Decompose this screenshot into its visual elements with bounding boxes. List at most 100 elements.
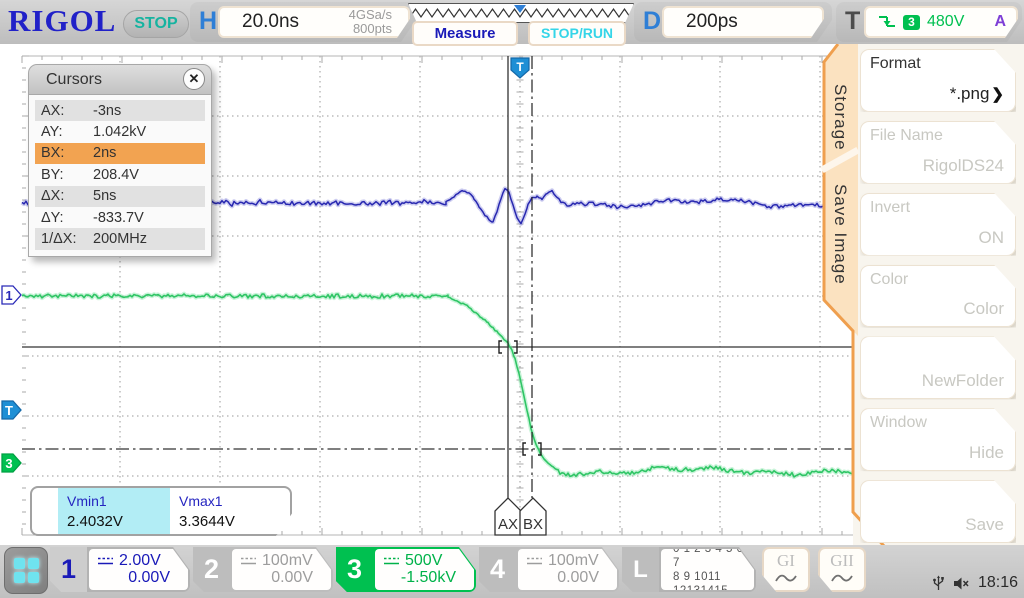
coupling-dc-icon (526, 556, 543, 566)
menu-item-value: Hide (969, 443, 1004, 463)
acquisition-info: 4GSa/s 800pts (348, 7, 392, 36)
channel-offset-value: -1.50kV (400, 569, 456, 586)
menu-item-label: Window (870, 414, 927, 432)
channel-number: 3 (336, 547, 373, 592)
measurement-label: Vmin1 (67, 493, 107, 509)
menu-item-value-text: *.png (949, 83, 990, 103)
cursor-readout-value: 1.042kV (93, 124, 147, 141)
measurement-item[interactable]: Vmin1 2.4032V (58, 488, 170, 534)
cursors-readout-list: AX: -3ns AY: 1.042kV BX: 2ns BY: 208.4V ΔX: 5ns ΔY… (28, 94, 212, 257)
channel-scale-value: 500V (405, 552, 443, 569)
channel-tab-4[interactable]: 4 100mV 0.00V (479, 547, 619, 592)
menu-item--png[interactable]: Format *.png ❯ (860, 49, 1016, 112)
trigger-level-value: 480V (927, 13, 965, 30)
measurement-label: Vmax1 (179, 493, 223, 509)
menu-item-newfolder[interactable]: NewFolder (860, 336, 1016, 399)
t-label: T (845, 7, 861, 35)
h-label: H (199, 7, 218, 35)
menu-item-value-text: ON (978, 227, 1004, 247)
cursors-panel-titlebar[interactable]: Cursors ✕ (28, 64, 212, 94)
menu-item-save[interactable]: Save (860, 480, 1016, 543)
tab-save-image[interactable]: Save Image (831, 184, 850, 285)
level-marker-3 (1, 453, 22, 473)
cursor-bx-label: BX (523, 516, 543, 533)
channel-tab-1[interactable]: 1 2.00V 0.00V (50, 547, 190, 592)
cursor-readout-label: 1/ΔX: (41, 231, 77, 248)
d-label: D (643, 7, 662, 35)
stop-run-button[interactable]: STOP/RUN (528, 21, 626, 46)
menu-item-rigolds24[interactable]: File Name RigolDS24 (860, 121, 1016, 184)
cursor-intersection-bracket (498, 340, 518, 354)
measurement-value: 2.4032V (67, 513, 123, 530)
bottom-channel-bar: 1 2.00V 0.00V 2 100mV 0.00V 3 500V -1.50kV 4 100mV… (0, 545, 1024, 598)
menu-item-hide[interactable]: Window Hide (860, 408, 1016, 471)
level-marker-1 (1, 285, 22, 305)
channel-offset-value: 0.00V (128, 569, 170, 586)
menu-grid-button[interactable] (4, 547, 48, 594)
channel-tab-3[interactable]: 3 500V -1.50kV (336, 547, 476, 592)
rigol-logo: RIGOL (8, 3, 117, 38)
menu-item-value: Color (963, 299, 1004, 319)
menu-item-value-text: Hide (969, 443, 1004, 463)
tab-storage[interactable]: Storage (831, 84, 850, 151)
coupling-dc-icon (383, 556, 400, 566)
generator-button-1[interactable]: GI (762, 547, 810, 592)
horizontal-timebase-group[interactable]: H 20.0ns 4GSa/s 800pts (190, 2, 416, 42)
channel-scale-value: 100mV (262, 552, 313, 569)
falling-edge-icon (878, 14, 896, 30)
generator-label: GI (777, 551, 795, 570)
cursor-intersection-bracket (522, 442, 542, 456)
cursor-readout-value: 2ns (93, 145, 117, 162)
top-status-bar: RIGOL STOP H 20.0ns 4GSa/s 800pts Measure… (0, 0, 1024, 46)
menu-grid-icon (13, 558, 39, 583)
menu-item-value: Save (965, 515, 1004, 535)
trigger-group[interactable]: T 3 480V A (836, 2, 1022, 42)
level-marker-label-1: 1 (5, 288, 12, 303)
channel-scale: 100mV (526, 552, 599, 570)
cursor-readout-label: ΔX: (41, 188, 65, 205)
channel-info-box: 100mV 0.00V (518, 549, 617, 590)
channel-info-box: 2.00V 0.00V (89, 549, 188, 590)
cursor-readout-value: -833.7V (93, 209, 144, 226)
measurement-value: 3.3644V (179, 513, 235, 530)
close-icon[interactable]: ✕ (183, 68, 205, 90)
delay-group[interactable]: D 200ps (634, 2, 832, 42)
cursor-ax-marker (494, 497, 522, 536)
coupling-dc-icon (97, 556, 114, 566)
cursor-readout-row: BY: 208.4V (35, 164, 205, 185)
clock: 18:16 (977, 574, 1018, 591)
cursor-readout-row: ΔX: 5ns (35, 185, 205, 207)
cursors-panel: Cursors ✕ AX: -3ns AY: 1.042kV BX: 2ns BY: 208.… (28, 64, 212, 257)
speaker-muted-icon (953, 577, 969, 589)
channel-scale: 2.00V (97, 552, 161, 570)
menu-item-value: ON (979, 228, 1005, 248)
menu-item-label: Format (870, 55, 921, 72)
cursor-ax-label: AX (498, 516, 518, 533)
measurement-item[interactable]: Vmax1 3.3644V (170, 488, 282, 534)
channel-info-box: 100mV 0.00V (232, 549, 331, 590)
menu-item-color[interactable]: Color Color (860, 265, 1016, 328)
channel-tab-2[interactable]: 2 100mV 0.00V (193, 547, 333, 592)
trigger-box: 3 480V A (864, 6, 1018, 38)
level-marker-T (1, 400, 22, 420)
generator-button-2[interactable]: GII (818, 547, 866, 592)
menu-item-value-text: RigolDS24 (922, 155, 1004, 175)
menu-item-value-text: Color (963, 299, 1004, 319)
measure-button[interactable]: Measure (412, 21, 518, 46)
cursor-readout-row: ΔY: -833.7V (35, 207, 205, 228)
menu-item-on[interactable]: Invert ON (860, 193, 1016, 256)
usb-icon (933, 575, 944, 590)
logic-row-1: 0 1 2 3 4 5 6 7 (673, 542, 744, 569)
cursor-readout-value: 208.4V (93, 166, 139, 183)
memory-position-bar[interactable] (408, 3, 634, 23)
sine-wave-icon (775, 574, 797, 582)
trigger-position-marker (510, 57, 530, 79)
channel-scale-value: 2.00V (119, 552, 161, 569)
cursor-readout-label: BX: (41, 145, 65, 162)
trigger-mode: A (994, 13, 1006, 30)
menu-item-value: *.png ❯ (950, 84, 1004, 104)
channel-scale-value: 100mV (548, 552, 599, 569)
